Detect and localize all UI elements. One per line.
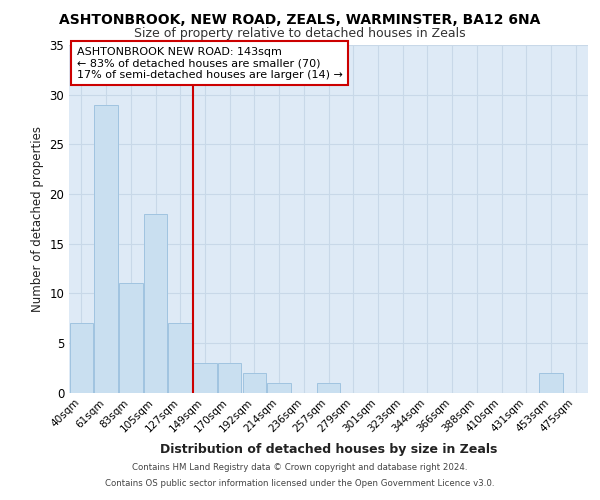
- Bar: [317, 382, 340, 392]
- Y-axis label: Number of detached properties: Number of detached properties: [31, 126, 44, 312]
- Bar: [242, 372, 266, 392]
- Text: Contains OS public sector information licensed under the Open Government Licence: Contains OS public sector information li…: [105, 478, 495, 488]
- Bar: [193, 362, 217, 392]
- Text: Contains HM Land Registry data © Crown copyright and database right 2024.: Contains HM Land Registry data © Crown c…: [132, 464, 468, 472]
- Bar: [539, 372, 563, 392]
- Text: Size of property relative to detached houses in Zeals: Size of property relative to detached ho…: [134, 28, 466, 40]
- Bar: [70, 323, 93, 392]
- X-axis label: Distribution of detached houses by size in Zeals: Distribution of detached houses by size …: [160, 442, 497, 456]
- Bar: [218, 362, 241, 392]
- Text: ASHTONBROOK, NEW ROAD, ZEALS, WARMINSTER, BA12 6NA: ASHTONBROOK, NEW ROAD, ZEALS, WARMINSTER…: [59, 12, 541, 26]
- Bar: [169, 323, 192, 392]
- Bar: [268, 382, 291, 392]
- Bar: [144, 214, 167, 392]
- Bar: [119, 284, 143, 393]
- Bar: [94, 104, 118, 393]
- Text: ASHTONBROOK NEW ROAD: 143sqm
← 83% of detached houses are smaller (70)
17% of se: ASHTONBROOK NEW ROAD: 143sqm ← 83% of de…: [77, 46, 343, 80]
